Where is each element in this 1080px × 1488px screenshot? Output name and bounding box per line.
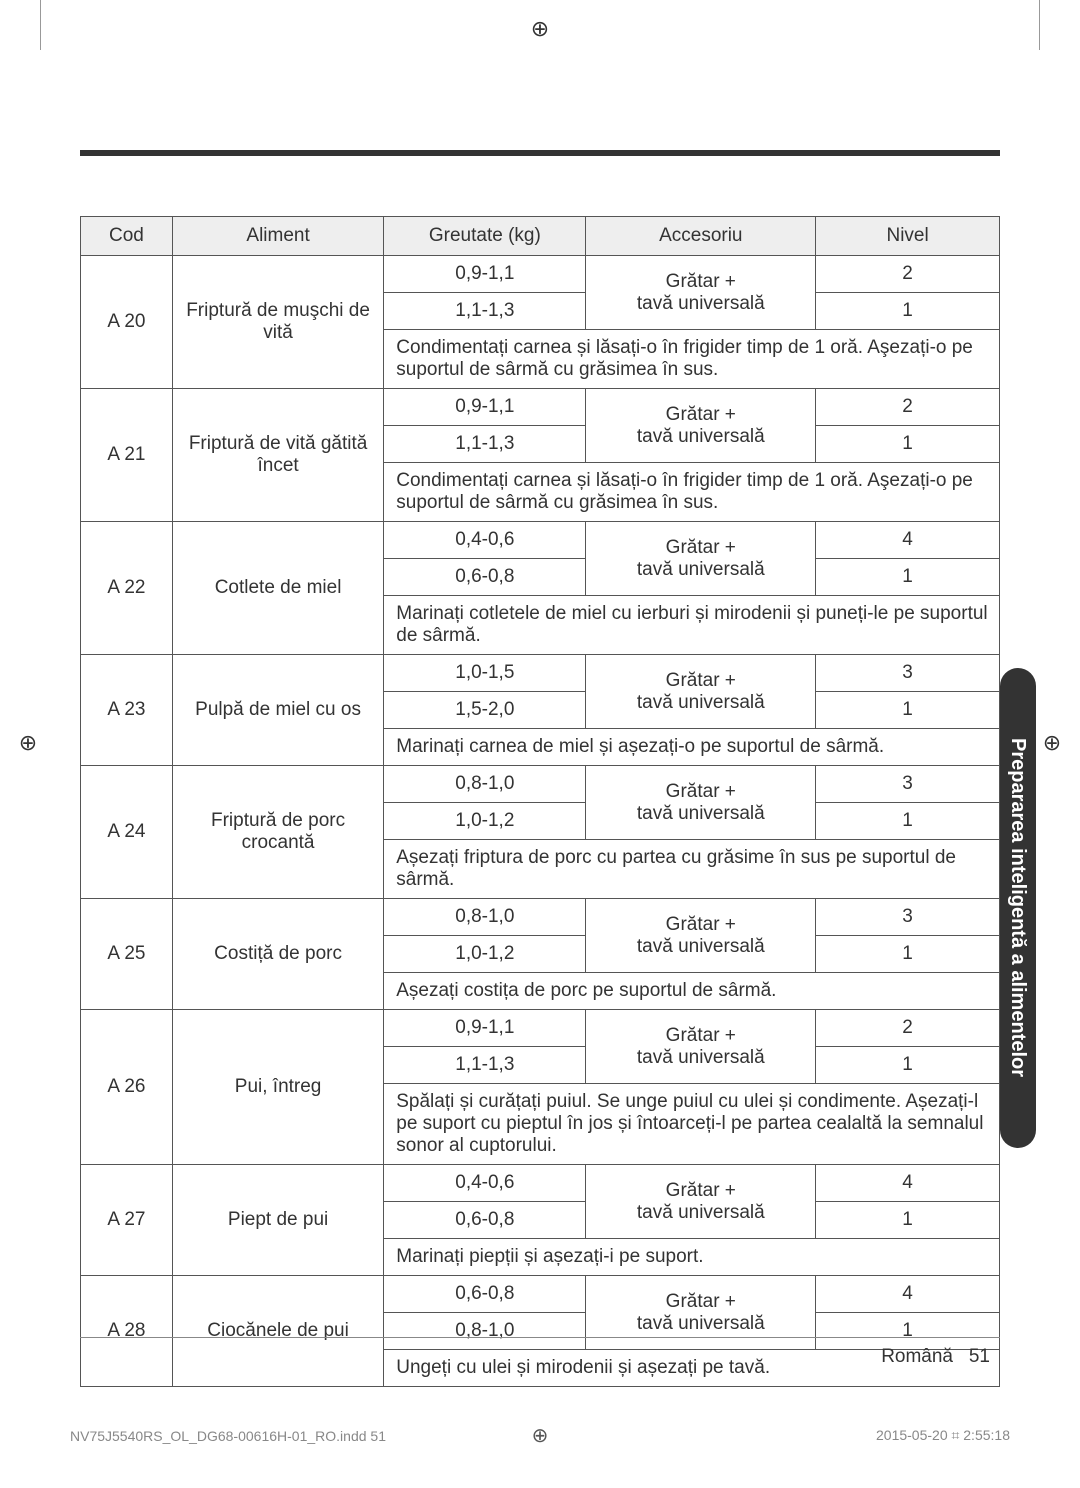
food-cell: Pulpă de miel cu os [172, 655, 383, 766]
food-cell: Ciocănele de pui [172, 1276, 383, 1387]
accessory-cell: Grătar +tavă universală [586, 655, 816, 729]
registration-mark-icon: ⊕ [526, 16, 554, 44]
weight-cell: 0,6-0,8 [384, 1202, 586, 1239]
weight-cell: 1,0-1,2 [384, 803, 586, 840]
level-cell: 2 [816, 1010, 1000, 1047]
footer-page: 51 [969, 1346, 990, 1367]
print-meta-right: 2015-05-20 ⌗ 2:55:18 [876, 1427, 1010, 1444]
food-cell: Friptură de porc crocantă [172, 766, 383, 899]
weight-cell: 0,9-1,1 [384, 389, 586, 426]
weight-cell: 0,8-1,0 [384, 1313, 586, 1350]
code-cell: A 25 [81, 899, 173, 1010]
accessory-cell: Grătar +tavă universală [586, 766, 816, 840]
cooking-table: Cod Aliment Greutate (kg) Accesoriu Nive… [80, 216, 1000, 1387]
level-cell: 1 [816, 1313, 1000, 1350]
accessory-cell: Grătar +tavă universală [586, 389, 816, 463]
level-cell: 2 [816, 256, 1000, 293]
code-cell: A 21 [81, 389, 173, 522]
instruction-cell: Spălați și curățați puiul. Se unge puiul… [384, 1084, 1000, 1165]
weight-cell: 1,1-1,3 [384, 1047, 586, 1084]
accessory-cell: Grătar +tavă universală [586, 1010, 816, 1084]
food-cell: Piept de pui [172, 1165, 383, 1276]
level-cell: 1 [816, 426, 1000, 463]
code-cell: A 23 [81, 655, 173, 766]
accessory-cell: Grătar +tavă universală [586, 522, 816, 596]
crop-mark [1039, 0, 1040, 50]
col-food: Aliment [172, 217, 383, 256]
instruction-cell: Așezați costița de porc pe suportul de s… [384, 973, 1000, 1010]
col-accessory: Accesoriu [586, 217, 816, 256]
level-cell: 2 [816, 389, 1000, 426]
level-cell: 1 [816, 803, 1000, 840]
weight-cell: 0,9-1,1 [384, 1010, 586, 1047]
instruction-cell: Marinați piepții și așezați-i pe suport. [384, 1239, 1000, 1276]
accessory-cell: Grătar +tavă universală [586, 256, 816, 330]
accessory-cell: Grătar +tavă universală [586, 899, 816, 973]
weight-cell: 1,0-1,2 [384, 936, 586, 973]
code-cell: A 26 [81, 1010, 173, 1165]
level-cell: 1 [816, 293, 1000, 330]
weight-cell: 0,6-0,8 [384, 1276, 586, 1313]
weight-cell: 1,1-1,3 [384, 293, 586, 330]
code-cell: A 22 [81, 522, 173, 655]
weight-cell: 1,5-2,0 [384, 692, 586, 729]
code-cell: A 20 [81, 256, 173, 389]
instruction-cell: Așezați friptura de porc cu partea cu gr… [384, 840, 1000, 899]
registration-mark-icon: ⊕ [1038, 730, 1066, 758]
instruction-cell: Marinați cotletele de miel cu ierburi și… [384, 596, 1000, 655]
instruction-cell: Marinați carnea de miel și așezați-o pe … [384, 729, 1000, 766]
top-rule [80, 150, 1000, 156]
level-cell: 1 [816, 1202, 1000, 1239]
crop-mark [40, 0, 41, 50]
col-weight: Greutate (kg) [384, 217, 586, 256]
level-cell: 3 [816, 899, 1000, 936]
footer-rule [80, 1337, 1000, 1338]
level-cell: 3 [816, 766, 1000, 803]
food-cell: Friptură de vită gătită încet [172, 389, 383, 522]
level-cell: 1 [816, 1047, 1000, 1084]
print-meta-left: NV75J5540RS_OL_DG68-00616H-01_RO.indd 51 [70, 1428, 386, 1444]
weight-cell: 1,0-1,5 [384, 655, 586, 692]
level-cell: 4 [816, 1276, 1000, 1313]
food-cell: Pui, întreg [172, 1010, 383, 1165]
weight-cell: 0,6-0,8 [384, 559, 586, 596]
col-code: Cod [81, 217, 173, 256]
food-cell: Cotlete de miel [172, 522, 383, 655]
level-cell: 4 [816, 1165, 1000, 1202]
level-cell: 1 [816, 559, 1000, 596]
section-tab: Prepararea inteligentă a alimentelor [1000, 668, 1036, 1148]
code-cell: A 27 [81, 1165, 173, 1276]
food-cell: Friptură de muşchi de vită [172, 256, 383, 389]
footer-lang: Română [881, 1346, 953, 1367]
code-cell: A 24 [81, 766, 173, 899]
weight-cell: 0,4-0,6 [384, 522, 586, 559]
weight-cell: 0,4-0,6 [384, 1165, 586, 1202]
level-cell: 3 [816, 655, 1000, 692]
weight-cell: 0,8-1,0 [384, 766, 586, 803]
level-cell: 1 [816, 692, 1000, 729]
accessory-cell: Grătar +tavă universală [586, 1165, 816, 1239]
food-cell: Costiță de porc [172, 899, 383, 1010]
instruction-cell: Condimentați carnea și lăsați-o în frigi… [384, 330, 1000, 389]
registration-mark-icon: ⊕ [532, 1423, 549, 1448]
accessory-cell: Grătar +tavă universală [586, 1276, 816, 1350]
weight-cell: 0,8-1,0 [384, 899, 586, 936]
level-cell: 4 [816, 522, 1000, 559]
level-cell: 1 [816, 936, 1000, 973]
registration-mark-icon: ⊕ [14, 730, 42, 758]
weight-cell: 1,1-1,3 [384, 426, 586, 463]
weight-cell: 0,9-1,1 [384, 256, 586, 293]
footer: Română 51 [881, 1346, 990, 1368]
code-cell: A 28 [81, 1276, 173, 1387]
page-content: Cod Aliment Greutate (kg) Accesoriu Nive… [80, 150, 1000, 1387]
instruction-cell: Condimentați carnea și lăsați-o în frigi… [384, 463, 1000, 522]
col-level: Nivel [816, 217, 1000, 256]
